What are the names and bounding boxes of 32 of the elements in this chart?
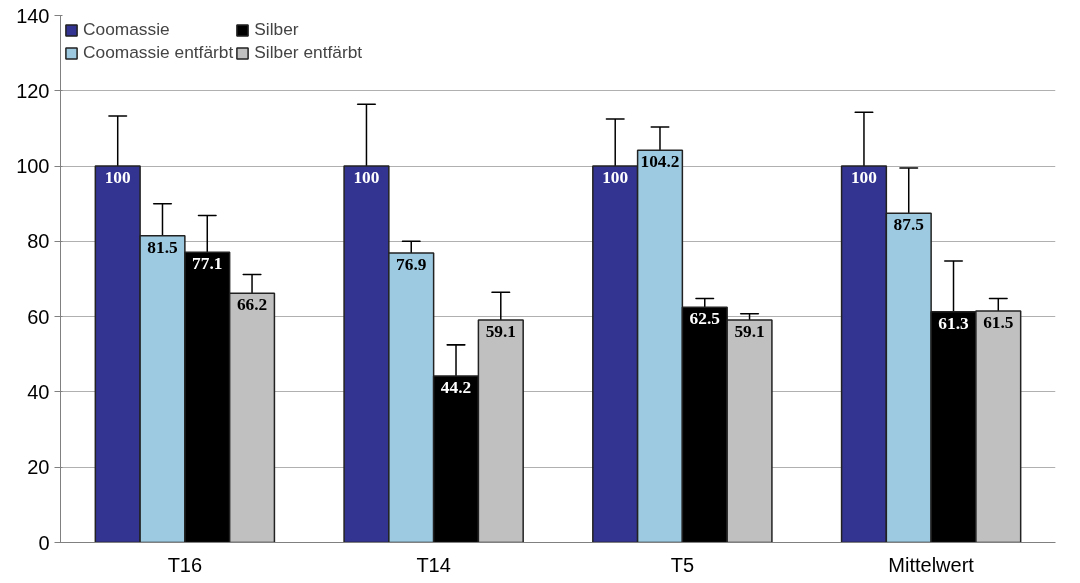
x-tick-label: T16	[167, 553, 203, 576]
legend-label: Coomassie entfärbt	[83, 42, 234, 63]
y-tick-label: 40	[27, 380, 50, 403]
data-label: 100	[104, 168, 131, 188]
y-tick-label: 60	[27, 305, 50, 328]
data-label: 59.1	[734, 322, 765, 342]
y-tick-label: 80	[27, 230, 50, 253]
data-label: 81.5	[147, 237, 178, 257]
data-label: 62.5	[689, 309, 721, 329]
data-label: 100	[353, 168, 380, 188]
data-label: 87.5	[893, 215, 925, 235]
data-label: 59.1	[485, 322, 516, 342]
y-tick-label: 100	[16, 155, 50, 178]
legend-label: Silber	[254, 19, 299, 40]
data-label: 100	[850, 168, 877, 188]
y-tick-label: 140	[16, 4, 50, 27]
legend-label: Coomassie	[83, 19, 170, 40]
y-tick-label: 0	[38, 531, 50, 554]
x-tick-label: T5	[670, 553, 695, 576]
data-label: 104.2	[640, 152, 680, 172]
data-label: 66.2	[236, 295, 268, 315]
data-label: 100	[602, 168, 629, 188]
data-label: 61.5	[983, 313, 1014, 332]
data-label: 61.3	[938, 313, 970, 333]
data-label: 76.9	[396, 255, 427, 275]
legend-label: Silber entfärbt	[254, 42, 363, 63]
y-tick-label: 20	[27, 456, 50, 479]
x-tick-label: Mittelwert	[888, 553, 975, 576]
data-label: 44.2	[440, 378, 472, 398]
y-tick-label: 120	[16, 79, 50, 102]
data-label: 77.1	[192, 254, 223, 274]
x-tick-label: T14	[416, 553, 451, 576]
